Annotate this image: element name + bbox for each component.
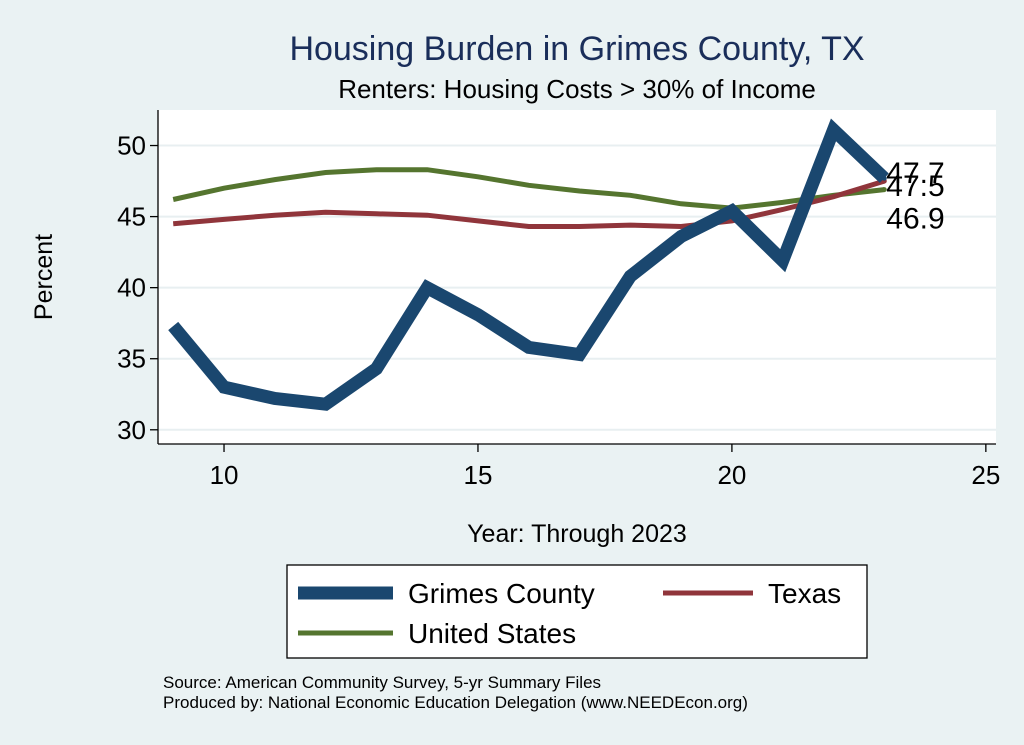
end-point-marker [881, 187, 887, 193]
chart-title: Housing Burden in Grimes County, TX [289, 30, 864, 68]
source-note: Source: American Community Survey, 5-yr … [163, 673, 601, 692]
series-group [168, 118, 889, 411]
x-tick-label: 20 [717, 460, 746, 490]
y-axis-label: Percent [30, 234, 58, 320]
y-tick-label: 35 [117, 344, 146, 374]
y-tick-label: 40 [117, 273, 146, 303]
chart-subtitle: Renters: Housing Costs > 30% of Income [338, 74, 816, 104]
end-label: 47.7 [886, 157, 944, 190]
x-axis-ticks: 10 15 20 25 [210, 444, 1000, 490]
y-tick-label: 45 [117, 202, 146, 232]
series-line-grimes-county [168, 118, 889, 411]
end-label: 46.9 [886, 203, 944, 236]
series-line-united-states [172, 167, 885, 211]
y-tick-label: 50 [117, 131, 146, 161]
end-label: 47.5 [886, 170, 944, 203]
legend-label: Texas [768, 578, 841, 609]
x-tick-label: 25 [971, 460, 1000, 490]
y-axis-ticks: 30 35 40 45 50 [117, 131, 158, 445]
x-axis-label: Year: Through 2023 [467, 520, 687, 548]
legend: Grimes County Texas United States [298, 578, 841, 649]
x-tick-label: 10 [210, 460, 239, 490]
y-tick-label: 30 [117, 415, 146, 445]
legend-box [286, 564, 868, 659]
end-labels: 47.747.546.9 [886, 157, 944, 235]
producer-note: Produced by: National Economic Education… [163, 693, 748, 712]
plot-area [158, 110, 996, 444]
legend-label: United States [408, 618, 576, 649]
legend-label: Grimes County [408, 578, 595, 609]
x-tick-label: 15 [464, 460, 493, 490]
series-line-texas [172, 178, 886, 230]
end-point-marker [881, 175, 887, 181]
